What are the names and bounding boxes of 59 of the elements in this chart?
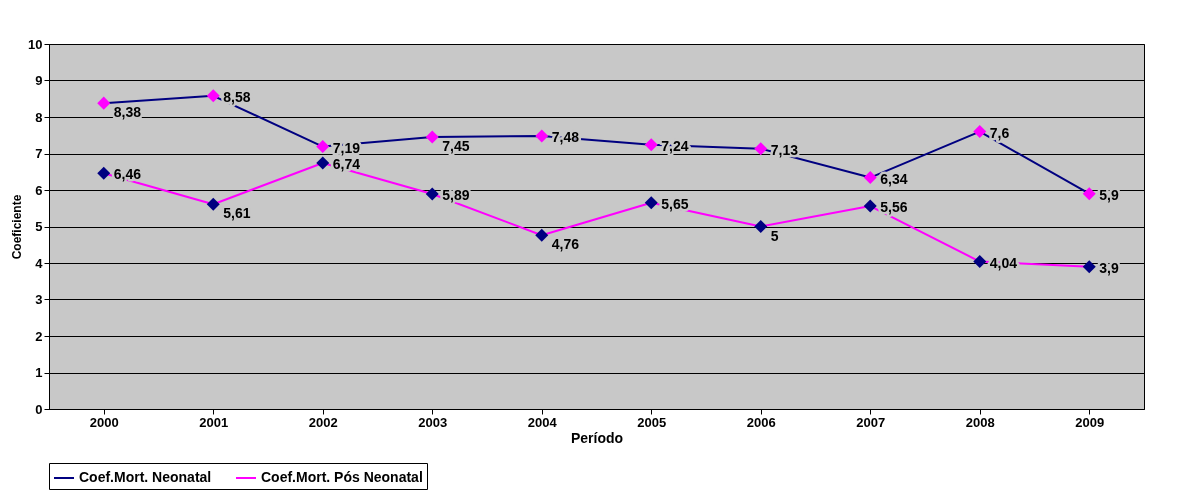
y-tick-label: 4 [35,255,44,271]
legend-label: Coef.Mort. Neonatal [79,469,212,485]
y-tick-label: 2 [35,328,43,344]
data-label: 5,89 [442,187,470,204]
point [754,142,768,156]
x-tick-label: 2002 [308,414,338,430]
point [316,140,330,154]
x-tick-label: 2004 [527,414,558,430]
data-label: 5,61 [223,205,251,222]
data-label: 3,9 [1099,259,1119,276]
point [644,138,658,152]
x-tick-label: 2003 [418,414,448,430]
data-label: 8,38 [113,104,142,121]
data-label: 7,13 [770,141,799,158]
point [1082,187,1096,201]
x-axis-title: Período [570,429,624,446]
data-label: 8,58 [223,88,251,105]
point [316,156,330,170]
y-tick-label: 5 [35,219,43,234]
y-tick-label: 6 [35,182,43,198]
y-tick-label: 10 [28,36,43,52]
x-tick-label: 2009 [1075,414,1105,430]
point [97,166,111,180]
point [754,219,768,234]
point [973,255,987,269]
point [644,196,658,210]
point [97,96,111,110]
x-tick-label: 2007 [856,414,886,430]
x-tick-label: 2005 [637,414,667,430]
legend-label: Coef.Mort. Pós Neonatal [261,469,423,485]
y-tick-label: 3 [35,292,43,307]
data-label: 4,76 [551,236,580,253]
y-tick-label: 9 [35,73,43,88]
y-tick-label: 1 [35,365,43,380]
point [425,187,439,201]
x-tick-label: 2001 [199,414,229,430]
point [1082,260,1096,274]
x-tick-label: 2000 [89,414,119,430]
x-tick-label: 2006 [746,414,776,430]
point [535,129,549,143]
data-label: 6,46 [113,166,142,183]
data-label: 5 [770,227,779,244]
data-label: 7,45 [442,138,470,155]
point [425,130,439,144]
point [206,89,220,103]
point [973,125,987,139]
data-label: 7,6 [989,124,1010,141]
point [863,171,877,185]
data-label: 6,34 [880,170,908,187]
x-tick-label: 2008 [965,414,995,430]
y-tick-label: 7 [35,146,43,161]
y-tick-label: 0 [35,401,43,417]
data-label: 5,56 [880,199,908,216]
y-tick-label: 8 [35,109,43,125]
point [863,199,877,213]
point [535,228,549,242]
data-label: 6,74 [332,155,361,172]
y-axis-title: Coeficiente [10,194,25,260]
point [206,197,220,211]
